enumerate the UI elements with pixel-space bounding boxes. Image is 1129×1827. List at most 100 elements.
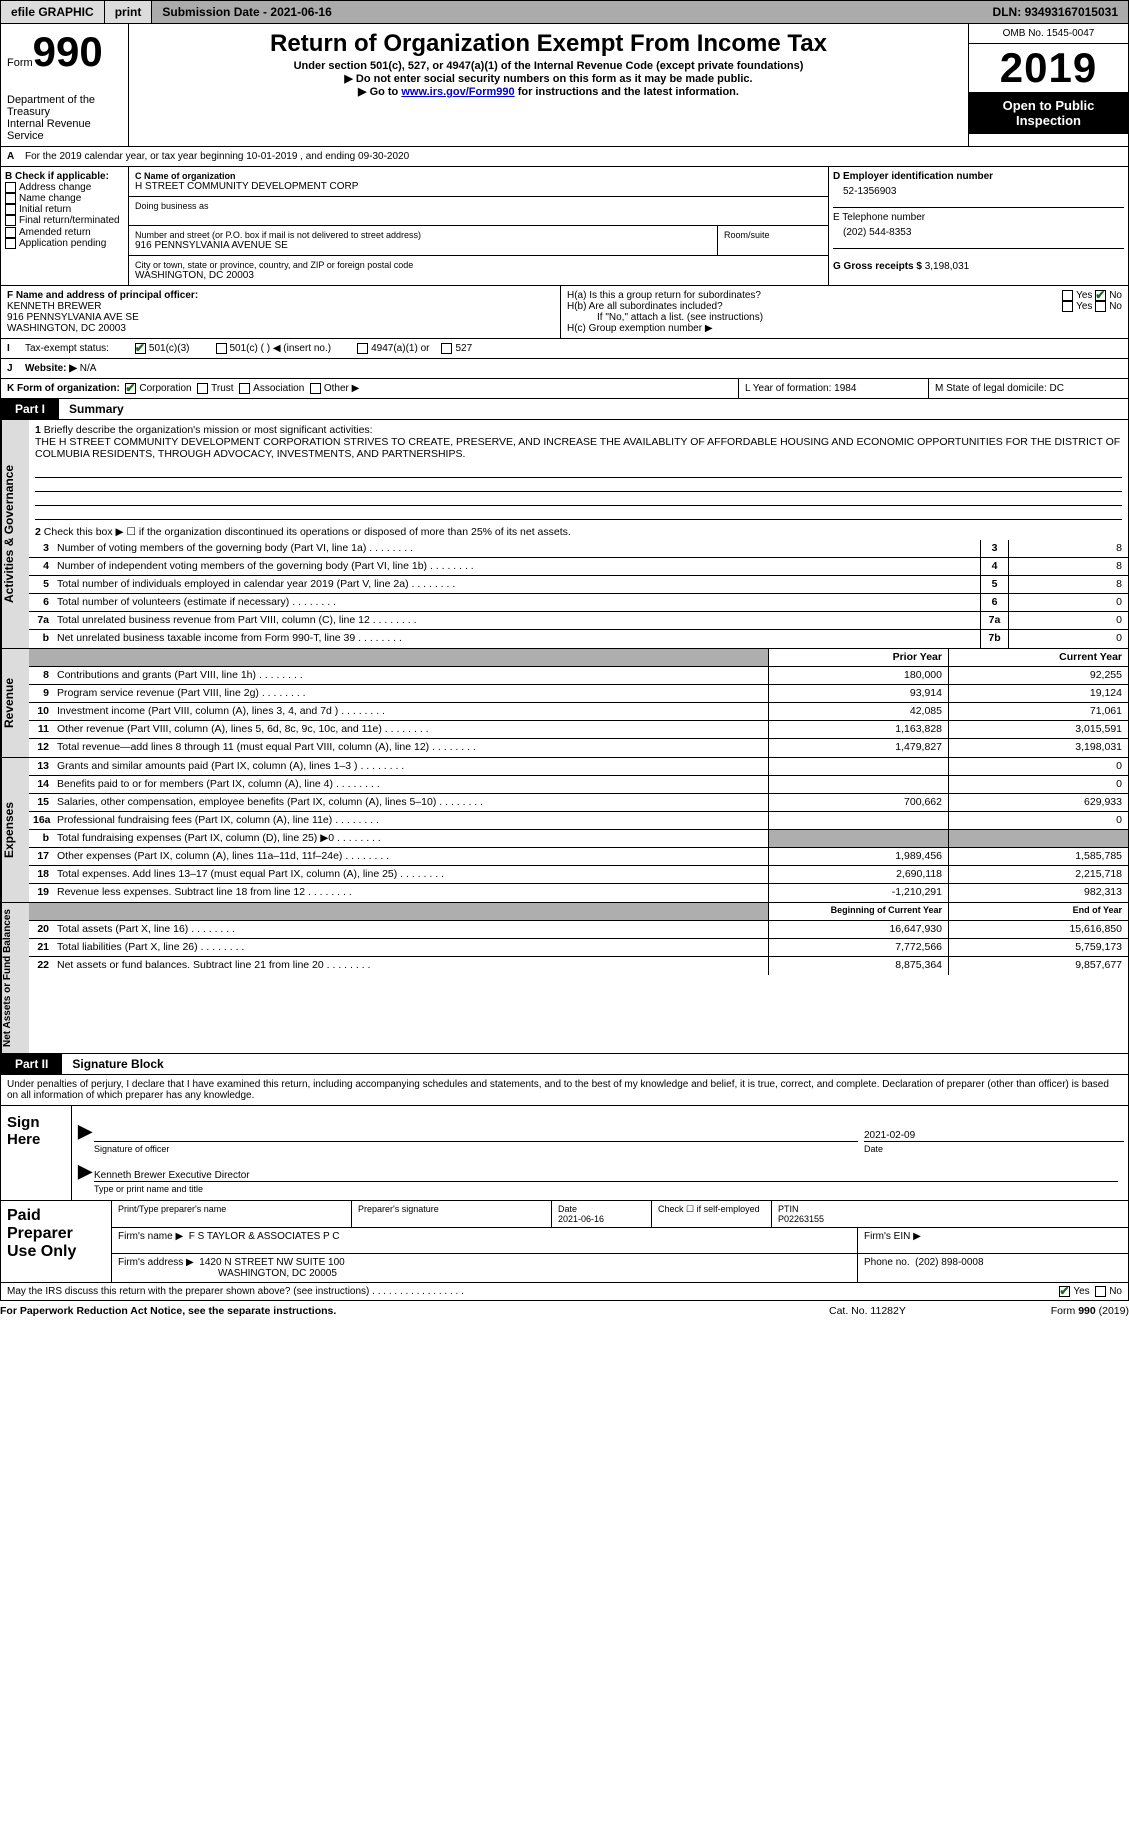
top-toolbar: efile GRAPHIC print Submission Date - 20… (0, 0, 1129, 24)
ha-no[interactable] (1095, 290, 1106, 301)
ptin-val: P02263155 (778, 1214, 1122, 1224)
chk-final[interactable]: Final return/terminated (5, 215, 124, 226)
expenses-side-label: Expenses (1, 758, 29, 902)
addr-label: Number and street (or P.O. box if mail i… (135, 230, 711, 240)
discuss-yes[interactable] (1059, 1286, 1070, 1297)
i-501c[interactable]: 501(c) ( ) ◀ (insert no.) (196, 339, 338, 358)
prep-sig-hdr: Preparer's signature (352, 1201, 552, 1227)
name-caption: Type or print name and title (94, 1184, 203, 1194)
officer-addr1: 916 PENNSYLVANIA AVE SE (7, 312, 554, 323)
table-row: bTotal fundraising expenses (Part IX, co… (29, 830, 1128, 848)
chk-name[interactable]: Name change (5, 193, 124, 204)
year-box: OMB No. 1545-0047 2019 Open to Public In… (968, 24, 1128, 146)
section-bcd: B Check if applicable: Address change Na… (0, 167, 1129, 286)
hb-no-label: No (1109, 301, 1122, 312)
self-emp[interactable]: Check ☐ if self-employed (652, 1201, 772, 1227)
k-other[interactable] (310, 383, 321, 394)
balances-side-label: Net Assets or Fund Balances (1, 903, 29, 1053)
gov-section: Activities & Governance 1 Briefly descri… (0, 420, 1129, 649)
row-klm: K Form of organization: Corporation Trus… (0, 379, 1129, 399)
table-row: 22Net assets or fund balances. Subtract … (29, 957, 1128, 975)
table-row: 10Investment income (Part VIII, column (… (29, 703, 1128, 721)
table-row: 14Benefits paid to or for members (Part … (29, 776, 1128, 794)
phone-value: (202) 544-8353 (833, 223, 1124, 248)
h-b: H(b) Are all subordinates included? (567, 301, 1062, 312)
table-row: 21Total liabilities (Part X, line 26)7,7… (29, 939, 1128, 957)
table-row: 20Total assets (Part X, line 16)16,647,9… (29, 921, 1128, 939)
sig-caption: Signature of officer (94, 1144, 169, 1154)
omb-number: OMB No. 1545-0047 (969, 24, 1128, 44)
mission-q: Briefly describe the organization's miss… (44, 424, 373, 436)
gov-row: 4Number of independent voting members of… (29, 558, 1128, 576)
hdr-current-year: Current Year (948, 649, 1128, 666)
dept-treasury: Department of the Treasury Internal Reve… (7, 94, 122, 142)
gov-row: 6Total number of volunteers (estimate if… (29, 594, 1128, 612)
hdr-prior-year: Prior Year (768, 649, 948, 666)
firm-phone-label: Phone no. (864, 1257, 910, 1268)
chk-pending-label: Application pending (19, 238, 106, 249)
chk-amended[interactable]: Amended return (5, 227, 124, 238)
form-number: 990 (33, 28, 103, 75)
chk-initial[interactable]: Initial return (5, 204, 124, 215)
g-label: G Gross receipts $ (833, 261, 922, 272)
h-a: H(a) Is this a group return for subordin… (567, 290, 1062, 301)
table-row: 16aProfessional fundraising fees (Part I… (29, 812, 1128, 830)
discuss-no[interactable] (1095, 1286, 1106, 1297)
discuss-question: May the IRS discuss this return with the… (7, 1286, 1059, 1297)
firm-addr1: 1420 N STREET NW SUITE 100 (199, 1257, 344, 1268)
table-row: 15Salaries, other compensation, employee… (29, 794, 1128, 812)
part2-header: Part II Signature Block (0, 1054, 1129, 1075)
i-501c3[interactable]: 501(c)(3) (115, 339, 196, 358)
row-j: J Website: ▶ N/A (0, 359, 1129, 379)
hb-yes[interactable] (1062, 301, 1073, 312)
discuss-yes-label: Yes (1073, 1286, 1089, 1297)
table-row: 12Total revenue—add lines 8 through 11 (… (29, 739, 1128, 757)
sig-arrow-1: ▶ (76, 1121, 94, 1142)
hdr-begin-year: Beginning of Current Year (768, 903, 948, 920)
form-subtitle-2: ▶ Do not enter social security numbers o… (135, 72, 962, 85)
ein-value: 52-1356903 (833, 182, 1124, 207)
i-label: Tax-exempt status: (19, 339, 115, 358)
table-row: 18Total expenses. Add lines 13–17 (must … (29, 866, 1128, 884)
perjury-text: Under penalties of perjury, I declare th… (1, 1075, 1128, 1106)
k-trust-label: Trust (211, 383, 233, 394)
part1-tab: Part I (1, 399, 59, 419)
mission-text: THE H STREET COMMUNITY DEVELOPMENT CORPO… (35, 436, 1120, 460)
irs-link[interactable]: www.irs.gov/Form990 (401, 86, 514, 98)
i-4947[interactable]: 4947(a)(1) or (337, 339, 435, 358)
box-b: B Check if applicable: Address change Na… (1, 167, 129, 285)
chk-address[interactable]: Address change (5, 182, 124, 193)
prep-name-hdr: Print/Type preparer's name (112, 1201, 352, 1227)
chk-pending[interactable]: Application pending (5, 238, 124, 249)
box-b-title: B Check if applicable: (5, 171, 124, 182)
open-inspection: Open to Public Inspection (969, 92, 1128, 134)
sign-here-label: Sign Here (1, 1106, 71, 1200)
k-trust[interactable] (197, 383, 208, 394)
table-row: 9Program service revenue (Part VIII, lin… (29, 685, 1128, 703)
chk-amended-label: Amended return (19, 227, 91, 238)
k-label: K Form of organization: (7, 383, 120, 394)
i-527-label: 527 (455, 343, 472, 354)
print-button[interactable]: print (105, 1, 153, 23)
table-row: 13Grants and similar amounts paid (Part … (29, 758, 1128, 776)
k-assoc[interactable] (239, 383, 250, 394)
k-corp[interactable] (125, 383, 136, 394)
efile-button[interactable]: efile GRAPHIC (1, 1, 105, 23)
i-527[interactable]: 527 (435, 339, 478, 358)
c-name-label: C Name of organization (135, 171, 822, 181)
form-word: Form (7, 57, 33, 69)
tax-year: 2019 (969, 44, 1128, 92)
form-id-box: Form990 Department of the Treasury Inter… (1, 24, 129, 146)
firm-name: F S TAYLOR & ASSOCIATES P C (189, 1231, 340, 1242)
submission-text: Submission Date - (162, 5, 267, 19)
l-year: L Year of formation: 1984 (738, 379, 928, 398)
submission-date: 2021-06-16 (270, 5, 331, 19)
ha-yes[interactable] (1062, 290, 1073, 301)
part1-header: Part I Summary (0, 399, 1129, 420)
hb-no[interactable] (1095, 301, 1106, 312)
box-c: C Name of organization H STREET COMMUNIT… (129, 167, 828, 285)
table-row: 19Revenue less expenses. Subtract line 1… (29, 884, 1128, 902)
toolbar-spacer (342, 1, 983, 23)
dln: DLN: 93493167015031 (983, 1, 1128, 23)
i-4947-label: 4947(a)(1) or (371, 343, 429, 354)
